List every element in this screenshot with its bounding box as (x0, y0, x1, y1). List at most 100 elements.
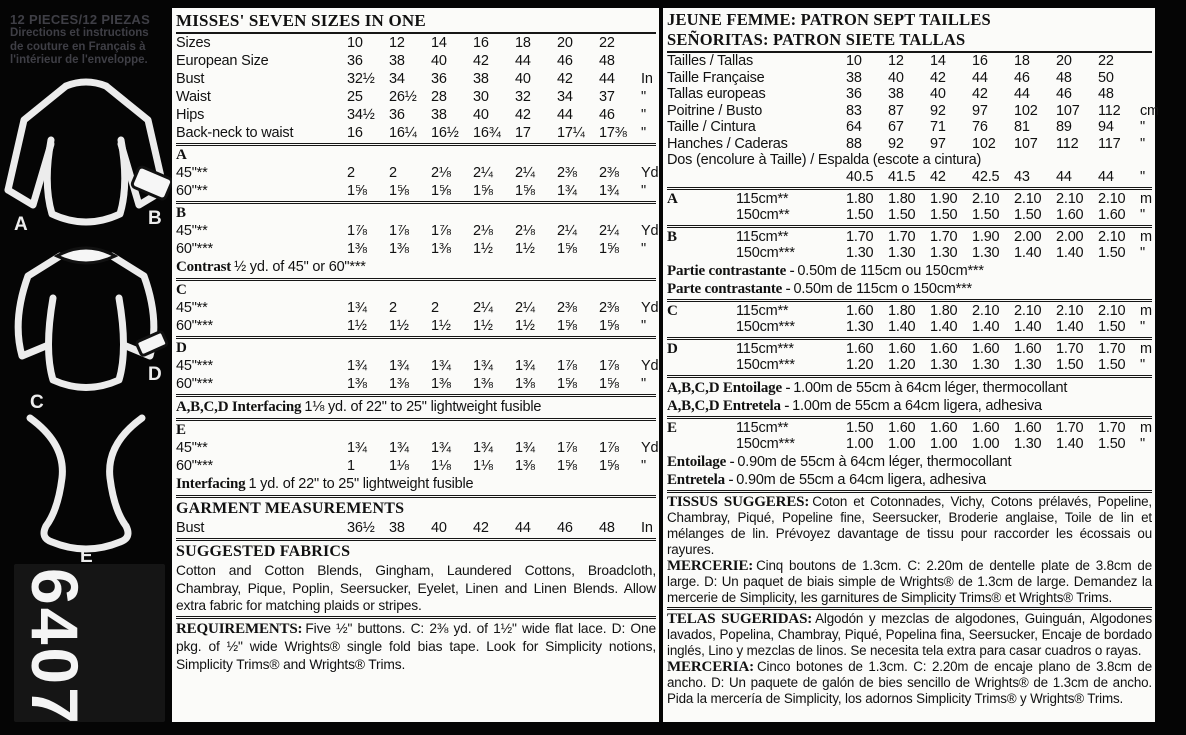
row-unit: cm (1140, 102, 1159, 119)
metrage-value: 1.50 (1098, 357, 1126, 373)
row-label: Taille Française (667, 69, 765, 86)
yardage-value: 1⅜ (431, 241, 451, 257)
metrage-section-d: D 115cm*** 1.60 1.60 1.60 1.60 1.60 1.70 1.70 … (667, 341, 1152, 374)
yardage-row: 45"** 1¾ 2 2 2¼ 2¼ 2⅜ 2⅜ Yd (176, 299, 659, 317)
size-value: 40 (888, 69, 904, 86)
spacer (667, 169, 846, 186)
yardage-value: 2⅜ (557, 300, 577, 316)
metrage-value: 2.10 (1098, 228, 1126, 245)
yardage-value: 1½ (347, 318, 367, 334)
yardage-value: 2⅜ (557, 165, 577, 181)
note-lead: REQUIREMENTS: (176, 620, 303, 637)
metrage-value: 1.30 (930, 357, 958, 373)
garment-view-cd-drawing: D C (14, 246, 169, 412)
size-value: 36 (846, 86, 862, 102)
divider (176, 278, 656, 281)
yardage-value: 1⅝ (599, 376, 619, 392)
measurement-value: 44 (515, 520, 531, 536)
fabric-width: 45"*** (176, 358, 214, 374)
row-unit: m (1140, 190, 1152, 207)
fabric-width: 45"** (176, 223, 208, 239)
metrage-value: 2.00 (1056, 228, 1084, 245)
divider (667, 298, 1152, 302)
section-letter: D (176, 340, 187, 356)
note-lead: MERCERIE: (667, 557, 754, 574)
metrage-section-a: A 115cm** 1.80 1.80 1.90 2.10 2.10 2.10 2.10 m… (667, 191, 1152, 224)
size-value: 117 (1098, 135, 1121, 152)
yardage-value: 1¾ (431, 440, 451, 456)
metrage-value: 1.70 (846, 228, 874, 245)
french-note-line: Directions et instructions (10, 27, 149, 39)
yardage-value: 1⅞ (557, 358, 577, 374)
yardage-value: 2 (389, 165, 397, 181)
yardage-value: 2¼ (473, 300, 493, 316)
metrage-value: 1.90 (930, 190, 958, 207)
size-value: 42 (515, 107, 531, 123)
size-value: 37 (599, 89, 615, 105)
yardage-section-e: E 45"** 1¾ 1¾ 1¾ 1¾ 1¾ 1⅞ 1⅞ Yd 60"*** 1 1⅛ 1⅛ 1⅛… (176, 422, 659, 494)
size-value: 10 (846, 53, 862, 69)
row-label: Bust (176, 520, 205, 536)
metrage-value: 1.60 (972, 419, 1000, 436)
yardage-value: 1½ (473, 241, 493, 257)
metrage-value: 1.30 (846, 245, 874, 261)
metrage-value: 2.10 (972, 302, 1000, 319)
yardage-value: 1⅝ (599, 458, 619, 474)
row-unit: " (1140, 319, 1145, 335)
yardage-value: 2 (431, 300, 439, 316)
note-text: Five ½" buttons. C: 2⅜ yd. of 1½" wide f… (176, 620, 656, 672)
size-value: 12 (389, 35, 405, 51)
yardage-value: 2¼ (599, 223, 619, 239)
measurement-value: 46 (557, 520, 573, 536)
measurement-value: 38 (389, 520, 405, 536)
fabric-width: 60"*** (176, 458, 214, 474)
yardage-section-b: B 45"** 1⅞ 1⅞ 1⅞ 2⅛ 2⅛ 2¼ 2¼ Yd 60"*** 1⅜ 1⅜ 1⅜ 1… (176, 205, 659, 277)
yardage-value: 1⅝ (557, 376, 577, 392)
metrage-value: 1.70 (930, 228, 958, 245)
section-letter: E (667, 419, 677, 436)
fabric-width: 150cm*** (736, 319, 795, 335)
metrage-value: 1.40 (1056, 319, 1084, 335)
fabric-width: 115cm** (736, 419, 789, 436)
size-value: 89 (1056, 119, 1072, 135)
size-row: Hanches / Caderas 88 92 97 102 107 112 117 " (667, 136, 1152, 153)
size-value: 48 (1098, 86, 1114, 102)
fabric-width: 45"** (176, 300, 208, 316)
english-title: MISSES' SEVEN SIZES IN ONE (176, 10, 656, 34)
size-table: Sizes 10 12 14 16 18 20 22 European Size 36 38 4… (176, 34, 656, 142)
size-value: 107 (1014, 135, 1038, 152)
size-value: 40 (431, 53, 447, 69)
yardage-value: 1¾ (347, 440, 367, 456)
row-unit: " (1140, 169, 1145, 185)
yardage-value: 1⅛ (473, 458, 493, 474)
row-unit: m (1140, 302, 1152, 319)
note-text: 0.90m de 55cm a 64cm ligera, adhesiva (736, 471, 986, 488)
blouse-body-outline (43, 136, 129, 225)
measurement-value: 36½ (347, 520, 375, 536)
row-unit: " (1140, 119, 1145, 135)
french-spanish-panel: JEUNE FEMME: PATRON SEPT TAILLES SEÑORIT… (663, 8, 1159, 722)
tissus-suggeres-text: TISSUS SUGGERES: Coton et Cotonnades, Vic… (667, 494, 1152, 558)
measurement-value: 42 (473, 520, 489, 536)
mercerie-text: MERCERIE: Cinq boutons de 1.3cm. C: 2.20m… (667, 558, 1152, 606)
row-label: European Size (176, 53, 269, 69)
size-row: Waist 25 26½ 28 30 32 34 37 " (176, 88, 656, 106)
telas-sugeridas-text: TELAS SUGERIDAS: Algodón y mezclas de alg… (667, 611, 1152, 659)
note-text: Cinq boutons de 1.3cm. C: 2.20m de dente… (667, 557, 1152, 605)
yardage-value: 1¾ (389, 358, 409, 374)
row-unit: " (1140, 135, 1145, 152)
size-value: 92 (888, 135, 904, 152)
divider (176, 394, 656, 397)
yardage-value: 1¾ (347, 300, 367, 316)
size-value: 32½ (347, 71, 375, 87)
fabric-width: 60"*** (176, 318, 214, 334)
note-text: 1.00m de 55cm a 64cm ligera, adhesiva (792, 397, 1042, 414)
size-value: 20 (557, 35, 573, 51)
section-letter: C (176, 282, 187, 298)
divider (176, 336, 656, 339)
yardage-value: 1⅝ (599, 241, 619, 257)
back-waist-label: Dos (encolure à Taille) / Espalda (escot… (667, 152, 982, 168)
size-value: 102 (972, 135, 996, 152)
metrage-value: 2.10 (1014, 190, 1042, 207)
note-text: Coton et Cotonnades, Vichy, Cotons préla… (667, 493, 1153, 557)
